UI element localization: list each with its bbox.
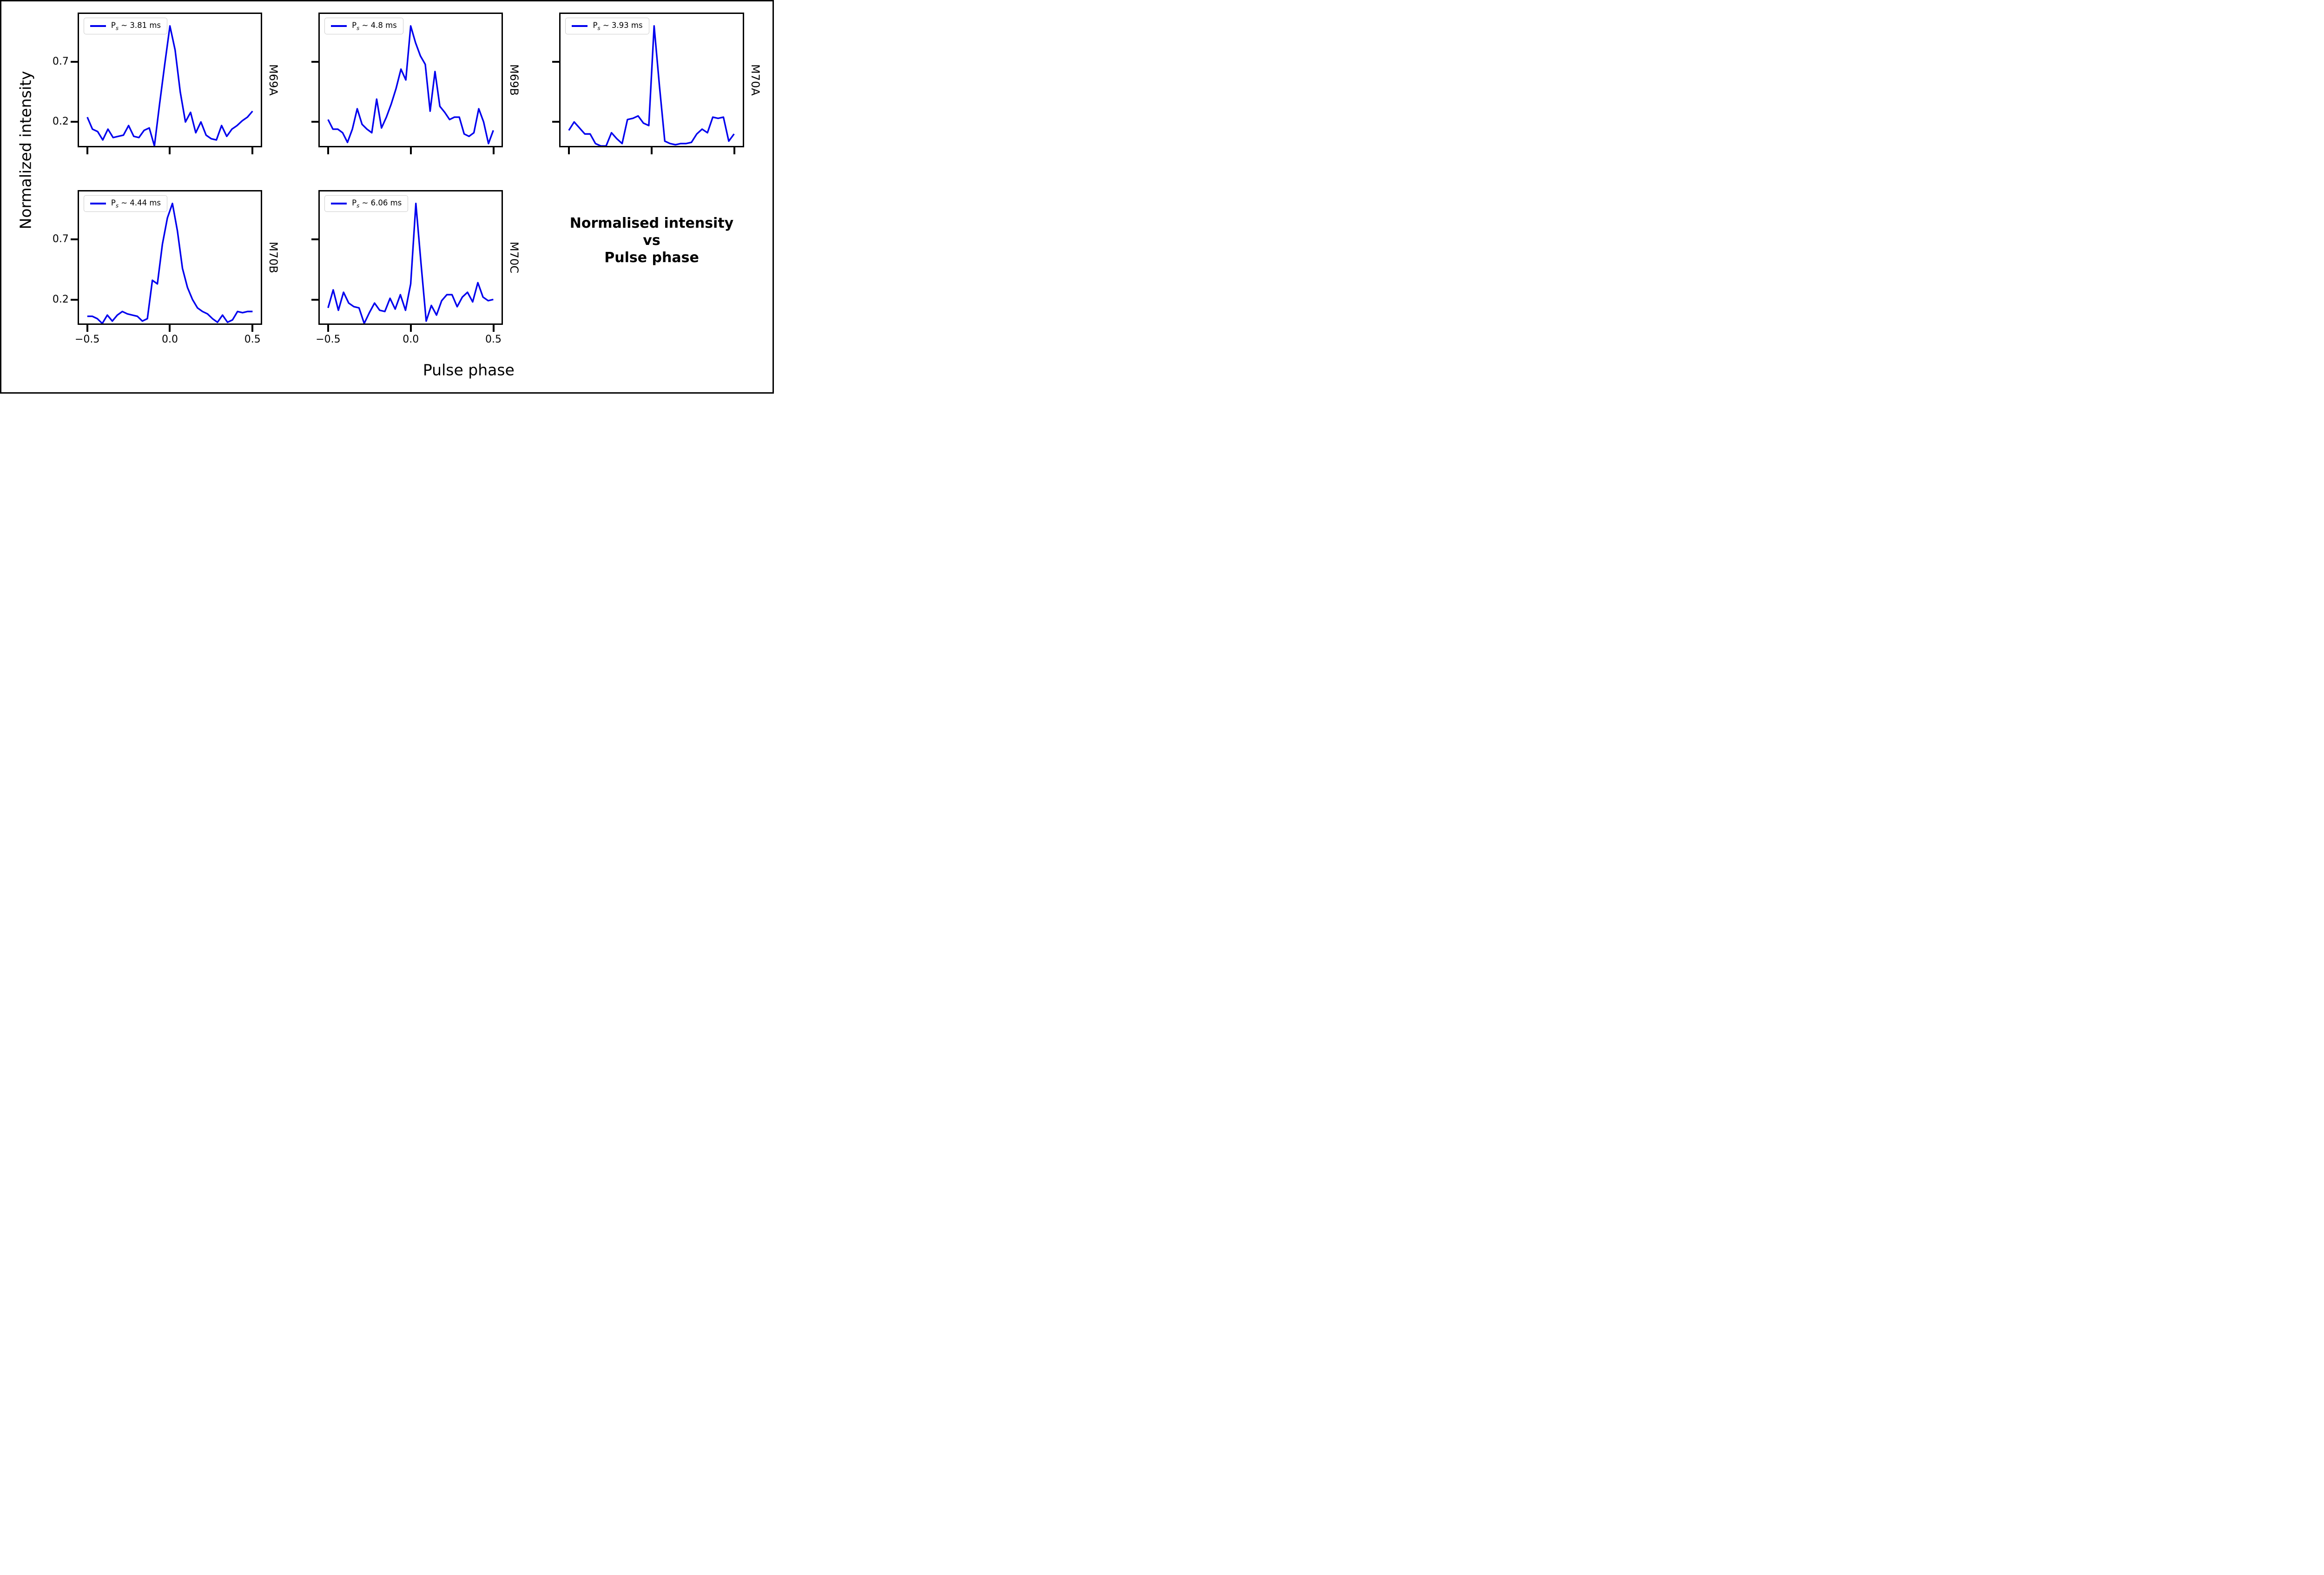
panel-label-m69a: M69A — [267, 64, 280, 96]
legend: Ps ~ 4.44 ms — [83, 195, 168, 212]
y-tick-mark — [311, 121, 319, 123]
y-axis-title: Normalized intensity — [16, 71, 35, 229]
legend-label: Ps ~ 3.93 ms — [593, 21, 642, 31]
x-tick-mark — [86, 147, 88, 155]
pulse-profile-curve-m70a — [561, 14, 742, 146]
legend-label: Ps ~ 4.8 ms — [352, 21, 397, 31]
legend-label-prefix: P — [111, 20, 116, 30]
figure-annotation: Normalised intensity vs Pulse phase — [559, 215, 744, 266]
y-tick-mark — [311, 298, 319, 301]
x-tick-label: 0.5 — [244, 334, 261, 346]
x-tick-mark — [169, 147, 171, 155]
legend-label-rest: ~ 3.93 ms — [600, 20, 643, 30]
x-tick-mark — [327, 325, 329, 332]
x-tick-mark — [651, 147, 653, 155]
pulse-profile-curve-m69a — [79, 14, 261, 146]
legend-label-prefix: P — [111, 198, 116, 208]
y-tick-mark — [70, 298, 78, 301]
y-tick-mark — [70, 121, 78, 123]
x-tick-mark — [409, 147, 412, 155]
y-tick-label: 0.7 — [52, 56, 69, 68]
panel-label-m70c: M70C — [508, 242, 521, 274]
legend-label-rest: ~ 4.44 ms — [119, 198, 161, 208]
legend-label-subscript: s — [115, 202, 119, 209]
x-tick-mark — [86, 325, 88, 332]
legend-line-sample — [572, 25, 588, 27]
y-tick-mark — [552, 61, 560, 63]
legend-label-subscript: s — [357, 25, 360, 32]
legend-label: Ps ~ 4.44 ms — [111, 198, 161, 209]
annotation-line-3: Pulse phase — [604, 250, 699, 266]
x-axis-title: Pulse phase — [423, 361, 515, 379]
y-tick-mark — [311, 61, 319, 63]
legend-label-prefix: P — [593, 20, 598, 30]
legend-label-subscript: s — [357, 202, 360, 209]
x-tick-mark — [409, 325, 412, 332]
pulse-profile-curve-m70b — [79, 191, 261, 323]
x-tick-label: 0.0 — [161, 334, 178, 346]
y-tick-mark — [70, 61, 78, 63]
legend-label-rest: ~ 4.8 ms — [359, 20, 397, 30]
panel-label-m70b: M70B — [267, 242, 280, 274]
legend-line-sample — [90, 203, 106, 204]
legend-label-rest: ~ 3.81 ms — [119, 20, 161, 30]
panel-label-m70a: M70A — [748, 64, 762, 96]
panel-label-m69b: M69B — [508, 64, 521, 96]
legend-label-prefix: P — [352, 20, 357, 30]
subplot-m70a: Ps ~ 3.93 ms M70A — [552, 13, 762, 155]
x-tick-label: −0.5 — [74, 334, 100, 346]
x-tick-mark — [492, 325, 495, 332]
legend-line-sample — [331, 25, 347, 27]
legend: Ps ~ 6.06 ms — [324, 195, 409, 212]
legend-label-prefix: P — [352, 198, 357, 208]
legend-line-sample — [90, 25, 106, 27]
x-tick-mark — [492, 147, 495, 155]
annotation-line-2: vs — [643, 232, 660, 249]
annotation-line-1: Normalised intensity — [569, 215, 734, 232]
legend-label-rest: ~ 6.06 ms — [359, 198, 402, 208]
legend: Ps ~ 3.81 ms — [83, 18, 168, 35]
y-tick-label: 0.2 — [52, 116, 69, 128]
y-tick-mark — [70, 238, 78, 241]
x-tick-label: −0.5 — [316, 334, 341, 346]
x-tick-mark — [733, 147, 735, 155]
legend-label: Ps ~ 6.06 ms — [352, 198, 402, 209]
subplot-m70b: Ps ~ 4.44 ms M70B 0.7 0.2 −0.5 0.0 0.5 — [53, 190, 280, 345]
x-tick-mark — [568, 147, 570, 155]
y-tick-label: 0.7 — [52, 233, 69, 245]
legend-label-subscript: s — [115, 25, 119, 32]
y-tick-label: 0.2 — [52, 293, 69, 305]
y-tick-mark — [311, 238, 319, 241]
pulse-profile-curve-m70c — [320, 191, 502, 323]
x-tick-mark — [169, 325, 171, 332]
legend-label: Ps ~ 3.81 ms — [111, 21, 161, 31]
subplot-m70c: Ps ~ 6.06 ms M70C −0.5 0.0 0.5 — [311, 190, 521, 345]
pulse-profile-curve-m69b — [320, 14, 502, 146]
legend: Ps ~ 3.93 ms — [565, 18, 649, 35]
x-tick-label: 0.0 — [403, 334, 419, 346]
x-tick-label: 0.5 — [485, 334, 502, 346]
subplot-m69b: Ps ~ 4.8 ms M69B — [311, 13, 521, 155]
subplot-m69a: Ps ~ 3.81 ms M69A 0.7 0.2 — [53, 13, 280, 155]
x-tick-mark — [327, 147, 329, 155]
x-tick-mark — [251, 147, 254, 155]
legend-line-sample — [331, 203, 347, 204]
x-tick-mark — [251, 325, 254, 332]
pulse-profile-figure: Normalized intensity Pulse phase Ps ~ 3.… — [0, 0, 774, 394]
legend: Ps ~ 4.8 ms — [324, 18, 403, 35]
legend-label-subscript: s — [597, 25, 601, 32]
y-tick-mark — [552, 121, 560, 123]
